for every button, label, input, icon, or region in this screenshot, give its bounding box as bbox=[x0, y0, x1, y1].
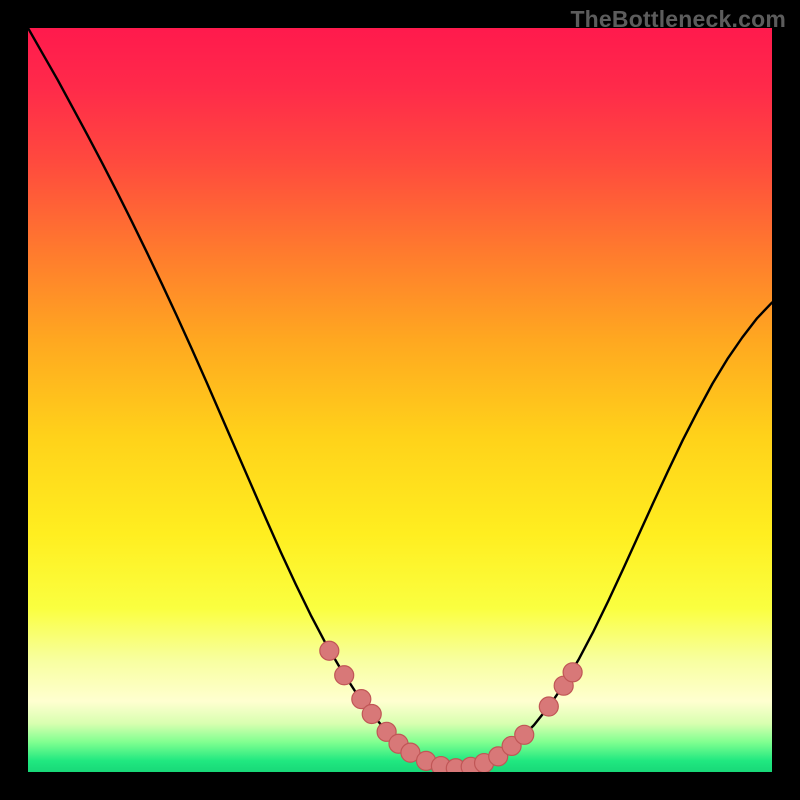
data-marker bbox=[563, 663, 582, 682]
data-marker bbox=[539, 697, 558, 716]
data-marker bbox=[320, 641, 339, 660]
chart-frame: TheBottleneck.com bbox=[0, 0, 800, 800]
data-marker bbox=[362, 704, 381, 723]
data-marker bbox=[515, 725, 534, 744]
bottleneck-chart bbox=[28, 28, 772, 772]
plot-background bbox=[28, 28, 772, 772]
data-marker bbox=[335, 666, 354, 685]
